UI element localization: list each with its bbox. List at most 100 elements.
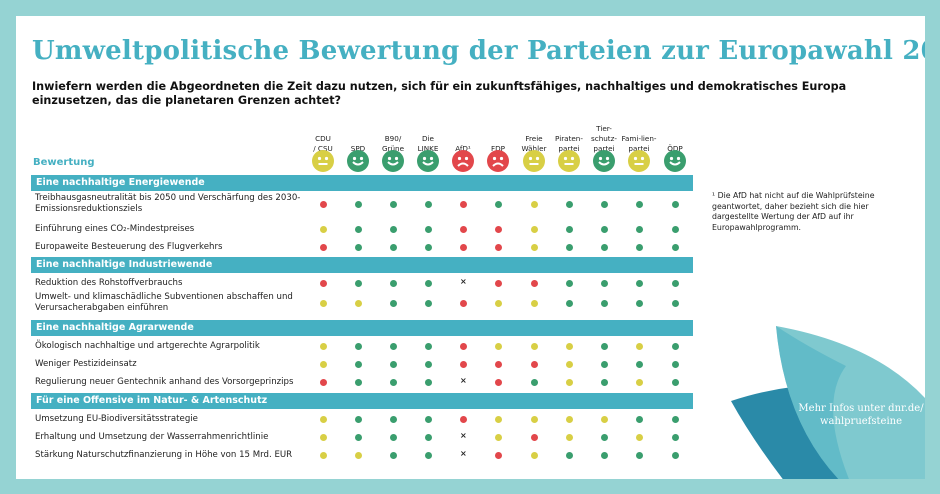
- rating-dot: [494, 433, 502, 441]
- rating-dot: [494, 243, 502, 251]
- rating-dot: [530, 451, 538, 459]
- rating-dot: [319, 243, 327, 251]
- party-rating-face-icon: [347, 150, 369, 172]
- rating-dot: [600, 378, 608, 386]
- rating-dot: [530, 200, 538, 208]
- rating-dot: [635, 378, 643, 386]
- rating-dot: [354, 279, 362, 287]
- rating-dot: [424, 342, 432, 350]
- party-name: Die LINKE: [417, 134, 439, 153]
- rating-dot: [494, 225, 502, 233]
- rating-dot: [635, 433, 643, 441]
- rating-dot: [424, 451, 432, 459]
- rating-dot: [600, 243, 608, 251]
- no-answer-mark: ×: [460, 277, 467, 286]
- rating-dot: [354, 415, 362, 423]
- rating-dot: [494, 342, 502, 350]
- rating-dot: [565, 225, 573, 233]
- rating-dot: [530, 415, 538, 423]
- party-rating-face-icon: [558, 150, 580, 172]
- rating-dot: [459, 225, 467, 233]
- rating-dot: [600, 342, 608, 350]
- rating-dot: [635, 299, 643, 307]
- rating-dot: [565, 433, 573, 441]
- party-name: Freie Wähler: [521, 134, 547, 153]
- rating-dot: [389, 243, 397, 251]
- criterion-label: Stärkung Naturschutzfinanzierung in Höhe…: [35, 449, 293, 460]
- party-name: B90/ Grüne: [381, 134, 405, 153]
- section-header: Eine nachhaltige Energiewende: [31, 175, 693, 191]
- rating-dot: [635, 342, 643, 350]
- rating-dot: [424, 378, 432, 386]
- rating-dot: [635, 360, 643, 368]
- rating-dot: [424, 415, 432, 423]
- party-rating-face-icon: [382, 150, 404, 172]
- rating-dot: [354, 225, 362, 233]
- rating-dot: [635, 279, 643, 287]
- leaf-decoration: [731, 326, 925, 479]
- rating-dot: [494, 378, 502, 386]
- rating-dot: [565, 415, 573, 423]
- rating-dot: [671, 451, 679, 459]
- party-name: ÖDP: [667, 144, 683, 153]
- rating-dot: [424, 243, 432, 251]
- rating-dot: [530, 243, 538, 251]
- rating-dot: [494, 299, 502, 307]
- rating-dot: [565, 342, 573, 350]
- criterion-label: Ökologisch nachhaltige und artgerechte A…: [35, 340, 260, 351]
- rating-dot: [389, 451, 397, 459]
- party-name: FDP: [490, 144, 505, 153]
- rating-dot: [319, 279, 327, 287]
- rating-dot: [389, 200, 397, 208]
- rating-dot: [635, 243, 643, 251]
- rating-dot: [530, 378, 538, 386]
- rating-dot: [565, 378, 573, 386]
- rating-dot: [565, 279, 573, 287]
- rating-dot: [319, 225, 327, 233]
- rating-dot: [494, 279, 502, 287]
- rating-dot: [354, 378, 362, 386]
- party-rating-face-icon: [312, 150, 334, 172]
- rating-dot: [389, 225, 397, 233]
- rating-dot: [600, 433, 608, 441]
- rating-dot: [389, 342, 397, 350]
- rating-dot: [459, 299, 467, 307]
- party-name: Piraten-​partei: [555, 134, 583, 153]
- rating-dot: [459, 342, 467, 350]
- rating-dot: [424, 200, 432, 208]
- rating-dot: [565, 200, 573, 208]
- rating-dot: [424, 225, 432, 233]
- party-name: Tier-​schutz-​partei: [591, 124, 617, 153]
- rating-dot: [565, 360, 573, 368]
- rating-dot: [354, 299, 362, 307]
- criterion-label: Treibhausgasneutralität bis 2050 und Ver…: [35, 193, 301, 214]
- rating-dot: [424, 279, 432, 287]
- rating-dot: [319, 378, 327, 386]
- rating-dot: [389, 279, 397, 287]
- party-rating-face-icon: [487, 150, 509, 172]
- party-rating-face-icon: [417, 150, 439, 172]
- rating-dot: [319, 342, 327, 350]
- rating-dot: [389, 378, 397, 386]
- rating-dot: [671, 225, 679, 233]
- rating-dot: [389, 415, 397, 423]
- party-rating-face-icon: [452, 150, 474, 172]
- infographic-panel: Umweltpolitische Bewertung der Parteien …: [16, 16, 925, 479]
- rating-dot: [459, 415, 467, 423]
- rating-dot: [530, 299, 538, 307]
- rating-dot: [600, 225, 608, 233]
- rating-dot: [354, 451, 362, 459]
- rating-dot: [319, 299, 327, 307]
- subtitle: Inwiefern werden die Abgeordneten die Ze…: [32, 80, 847, 107]
- rating-dot: [671, 433, 679, 441]
- no-answer-mark: ×: [460, 376, 467, 385]
- criterion-label: Reduktion des Rohstoffverbrauchs: [35, 277, 183, 288]
- section-header: Für eine Offensive im Natur- & Artenschu…: [31, 393, 693, 409]
- no-answer-mark: ×: [460, 449, 467, 458]
- rating-dot: [600, 279, 608, 287]
- section-header: Eine nachhaltige Industriewende: [31, 257, 693, 273]
- rating-dot: [635, 225, 643, 233]
- more-info-link[interactable]: Mehr Infos unter dnr.de/ wahlpruefsteine: [798, 403, 924, 427]
- rating-dot: [671, 279, 679, 287]
- rating-dot: [459, 200, 467, 208]
